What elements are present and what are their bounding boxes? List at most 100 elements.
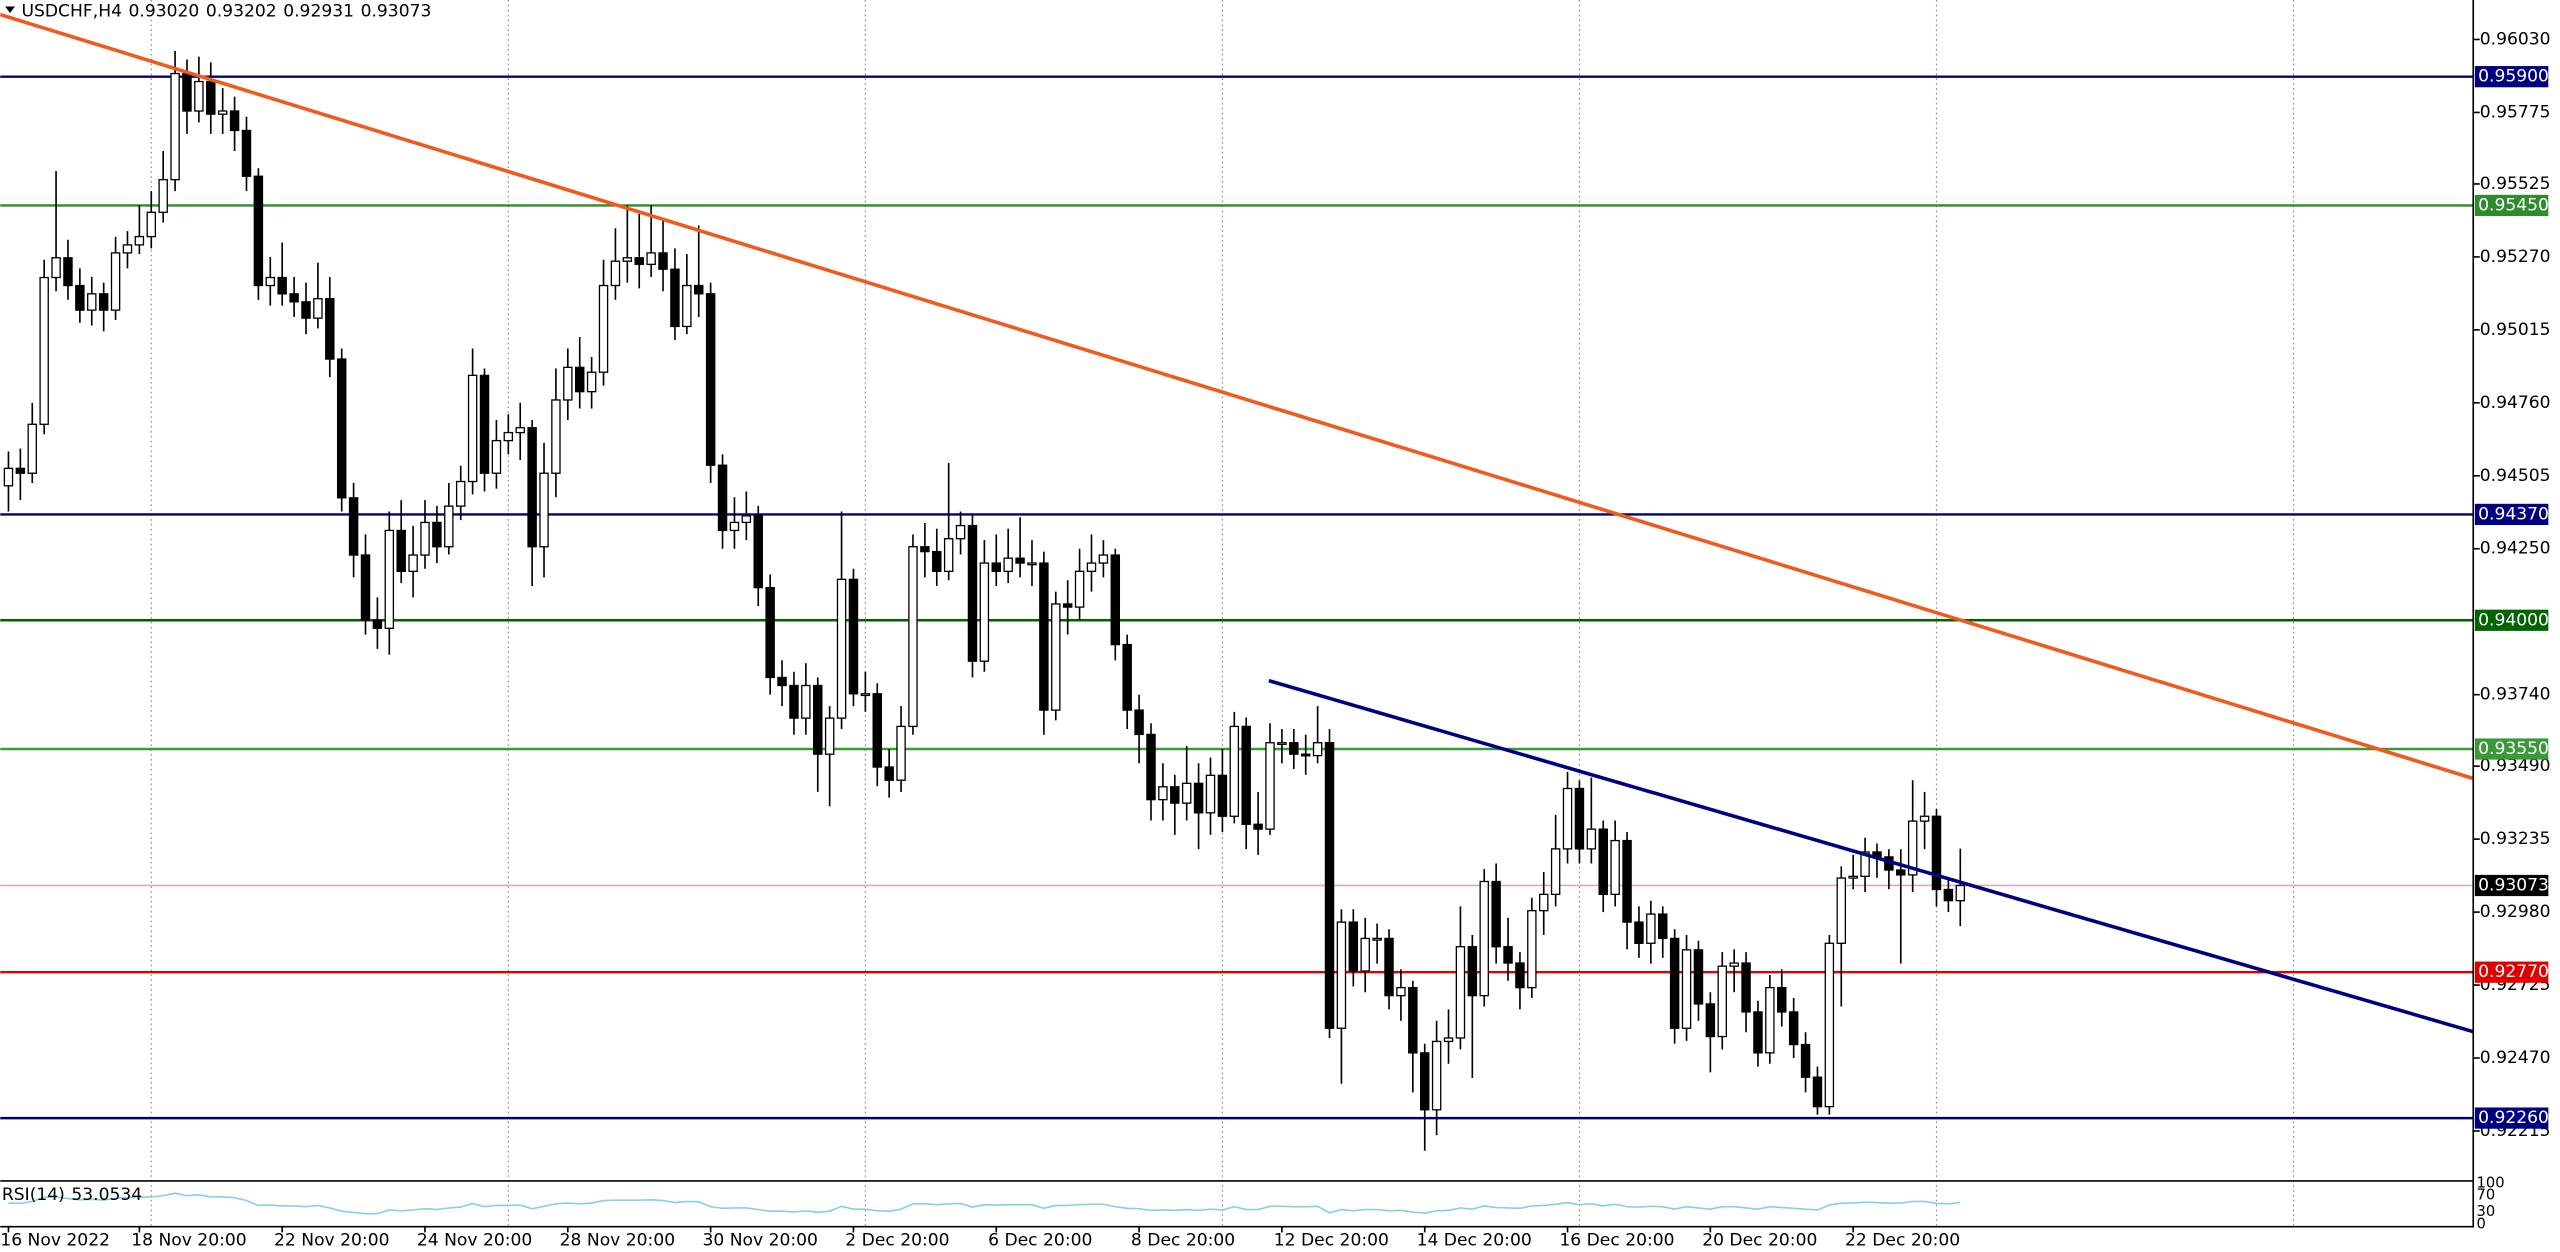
candle-body (241, 129, 252, 177)
candle-body (801, 684, 811, 719)
y-tick-label: 0.92470 (2480, 1048, 2551, 1068)
level-label: 0.95900 (2478, 67, 2549, 87)
candle-body (98, 293, 109, 311)
candle-body (955, 524, 966, 540)
candle-body (408, 554, 418, 573)
candle-body (1598, 828, 1608, 896)
candle-body (729, 521, 740, 532)
candle-body (1610, 839, 1620, 896)
candle-body (574, 366, 585, 393)
candle-body (753, 515, 763, 589)
candle-body (646, 252, 656, 266)
candle-body (920, 546, 930, 553)
level-label: 0.92260 (2478, 1108, 2549, 1128)
candle-body (360, 554, 371, 621)
price-label-box (2474, 874, 2549, 897)
candle-body (1074, 570, 1085, 608)
candle-body (1848, 875, 1858, 879)
candle-body (1515, 962, 1525, 989)
candle-body (813, 684, 823, 755)
candle-body (1312, 742, 1323, 757)
candle-body (1027, 562, 1037, 566)
candle-body (1396, 986, 1406, 997)
candle-body (503, 431, 514, 442)
candle-body (789, 684, 799, 719)
y-tick-label: 0.92980 (2480, 902, 2551, 922)
candle-body (3, 467, 14, 487)
candle-body (1777, 986, 1787, 1013)
candle-body (1217, 774, 1228, 817)
candle-body (872, 693, 882, 768)
candle-body (1348, 921, 1359, 972)
candle-body (1729, 962, 1739, 967)
y-tick-label: 0.93235 (2480, 829, 2551, 849)
candle-body (1550, 848, 1561, 896)
candle-body (932, 550, 942, 573)
candle-body (610, 260, 621, 287)
rsi-tick-label: 70 (2477, 1187, 2496, 1204)
candle-body (1860, 851, 1870, 877)
candle-body (194, 80, 204, 112)
candle-body (527, 427, 537, 548)
x-tick-label: 24 Nov 20:00 (417, 1231, 532, 1251)
candle-body (1622, 839, 1632, 923)
level-label-box (2474, 961, 2549, 983)
candle-body (1181, 782, 1192, 804)
candle-body (75, 284, 85, 311)
candle-body (1539, 893, 1549, 912)
candle-body (622, 257, 633, 262)
candle-body (479, 374, 490, 474)
y-tick-label: 0.94760 (2480, 393, 2551, 413)
candle-body (182, 72, 192, 112)
candle-body (694, 284, 704, 295)
y-tick-label: 0.95270 (2480, 247, 2551, 267)
candle-body (1193, 782, 1204, 814)
candle-body (991, 562, 1002, 573)
candle-body (634, 257, 644, 266)
candle-body (1907, 820, 1918, 876)
candle-body (396, 529, 406, 573)
candle-body (563, 366, 573, 401)
candle-body (455, 480, 466, 507)
candle-body (1931, 815, 1942, 891)
candle-body (1122, 643, 1132, 711)
rsi-value: 53.0534 (71, 1185, 142, 1205)
candle-body (336, 358, 347, 499)
level-label-box (2474, 738, 2549, 760)
candle-body (1277, 742, 1287, 746)
candle-body (1479, 880, 1489, 997)
candle-body (1051, 603, 1061, 711)
axis-layer: 0.96030 0.95775 0.95525 0.95270 0.95015 0.947… (0, 29, 2550, 1250)
level-label: 0.95450 (2478, 195, 2549, 215)
rsi-tick-label: 30 (2477, 1203, 2496, 1220)
candle-body (1015, 557, 1025, 564)
candle-body (1408, 986, 1418, 1054)
rsi-line (8, 1192, 1961, 1215)
candle-body (1419, 1052, 1430, 1111)
candle-body (586, 371, 597, 393)
candle-body (253, 175, 264, 287)
candle-body (1646, 913, 1656, 944)
x-tick-label: 20 Dec 20:00 (1702, 1231, 1817, 1251)
trendline (1268, 678, 2474, 1034)
candle-body (860, 693, 871, 697)
header-arrow (5, 6, 15, 14)
candle-body (1360, 937, 1370, 972)
candle-body (1503, 946, 1513, 964)
candle-body (265, 276, 276, 287)
candle-body (551, 399, 561, 474)
candle-body (1491, 880, 1501, 948)
candle-body (1229, 725, 1240, 817)
candle-body (1384, 937, 1394, 997)
candle-body (432, 521, 442, 548)
candle-body (15, 467, 26, 474)
symbol: USDCHF,H4 (21, 1, 122, 21)
candle-body (515, 427, 525, 434)
candle-body (325, 298, 335, 360)
x-tick-label: 14 Dec 20:00 (1417, 1231, 1532, 1251)
candle-body (1098, 554, 1109, 564)
candle-body (1812, 1076, 1823, 1108)
price-label: 0.93073 (2478, 875, 2549, 895)
